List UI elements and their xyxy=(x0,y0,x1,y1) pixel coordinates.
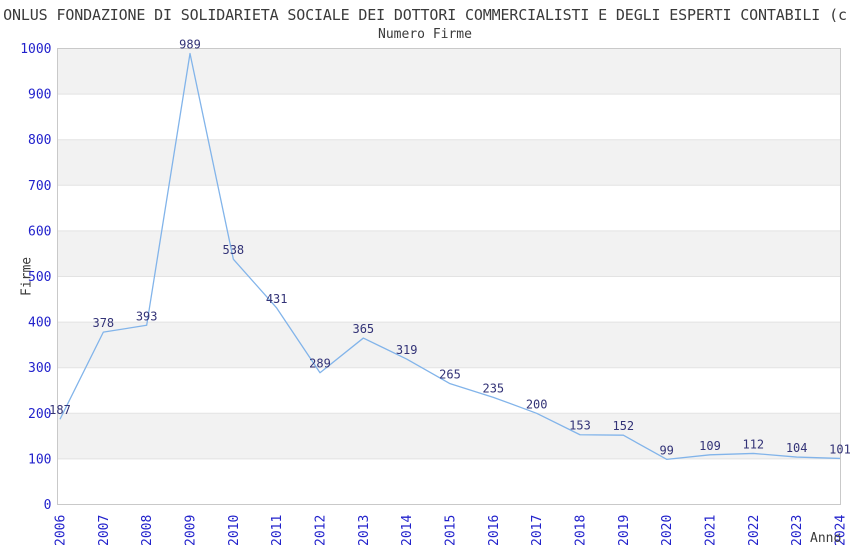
y-tick-label: 500 xyxy=(28,270,51,285)
chart-title: ONLUS FONDAZIONE DI SOLIDARIETA SOCIALE … xyxy=(3,6,847,24)
x-tick-label: 2009 xyxy=(184,515,199,546)
x-tick-label: 2010 xyxy=(227,515,242,546)
x-tick-label: 2014 xyxy=(400,515,415,546)
plot-border xyxy=(57,48,841,505)
data-point-label: 538 xyxy=(222,243,244,257)
x-tick-label: 2019 xyxy=(617,515,632,546)
x-tick-label: 2011 xyxy=(270,515,285,546)
x-tick-label: 2021 xyxy=(704,515,719,546)
data-point-label: 104 xyxy=(786,441,808,455)
x-tick-label: 2022 xyxy=(747,515,762,546)
data-point-label: 153 xyxy=(569,419,591,433)
x-tick-label: 2023 xyxy=(790,515,805,546)
data-point-label: 989 xyxy=(179,38,201,52)
plot-band xyxy=(57,367,841,414)
data-point-label: 319 xyxy=(396,343,418,357)
x-tick-label: 2006 xyxy=(54,515,69,546)
plot-band xyxy=(57,94,841,140)
y-tick-label: 800 xyxy=(28,133,51,148)
x-tick-label: 2015 xyxy=(444,515,459,546)
data-point-label: 365 xyxy=(352,322,374,336)
x-tick-label: 2024 xyxy=(834,515,849,546)
data-point-label: 200 xyxy=(526,397,548,411)
plot-band xyxy=(57,458,841,505)
y-tick-label: 600 xyxy=(28,224,51,239)
y-tick-label: 900 xyxy=(28,88,51,103)
x-tick-label: 2018 xyxy=(574,515,589,546)
plot-band xyxy=(57,185,841,231)
data-point-label: 187 xyxy=(49,403,71,417)
x-tick-label: 2012 xyxy=(314,515,329,546)
x-tick-label: 2007 xyxy=(97,515,112,546)
data-point-label: 112 xyxy=(742,437,764,451)
y-tick-label: 0 xyxy=(44,498,52,513)
x-tick-label: 2017 xyxy=(530,515,545,546)
data-point-label: 265 xyxy=(439,368,461,382)
data-point-label: 235 xyxy=(482,381,504,395)
x-axis-title: Anno xyxy=(810,531,841,546)
plot-band xyxy=(57,276,841,323)
data-point-label: 393 xyxy=(136,309,158,323)
y-tick-label: 700 xyxy=(28,179,51,194)
plot-band xyxy=(57,139,841,186)
x-tick-label: 2008 xyxy=(140,515,155,546)
data-point-label: 152 xyxy=(612,419,634,433)
data-line xyxy=(59,52,841,461)
data-point-label: 289 xyxy=(309,357,331,371)
x-tick-label: 2016 xyxy=(487,515,502,546)
y-tick-label: 200 xyxy=(28,407,51,422)
y-tick-label: 100 xyxy=(28,452,51,467)
plot-band xyxy=(57,413,841,459)
x-tick-label: 2020 xyxy=(660,515,675,546)
data-point-label: 109 xyxy=(699,439,721,453)
chart-subtitle: Numero Firme xyxy=(378,27,472,42)
data-point-label: 99 xyxy=(659,443,673,457)
plot-band xyxy=(57,230,841,277)
y-tick-label: 400 xyxy=(28,316,51,331)
y-tick-label: 1000 xyxy=(20,42,51,57)
plot-band xyxy=(57,322,841,368)
data-point-label: 431 xyxy=(266,292,288,306)
y-tick-label: 300 xyxy=(28,361,51,376)
x-tick-label: 2013 xyxy=(357,515,372,546)
y-axis-title: Firme xyxy=(20,257,35,296)
data-point-label: 101 xyxy=(829,442,850,456)
data-point-label: 378 xyxy=(92,316,114,330)
plot-band xyxy=(57,48,841,95)
